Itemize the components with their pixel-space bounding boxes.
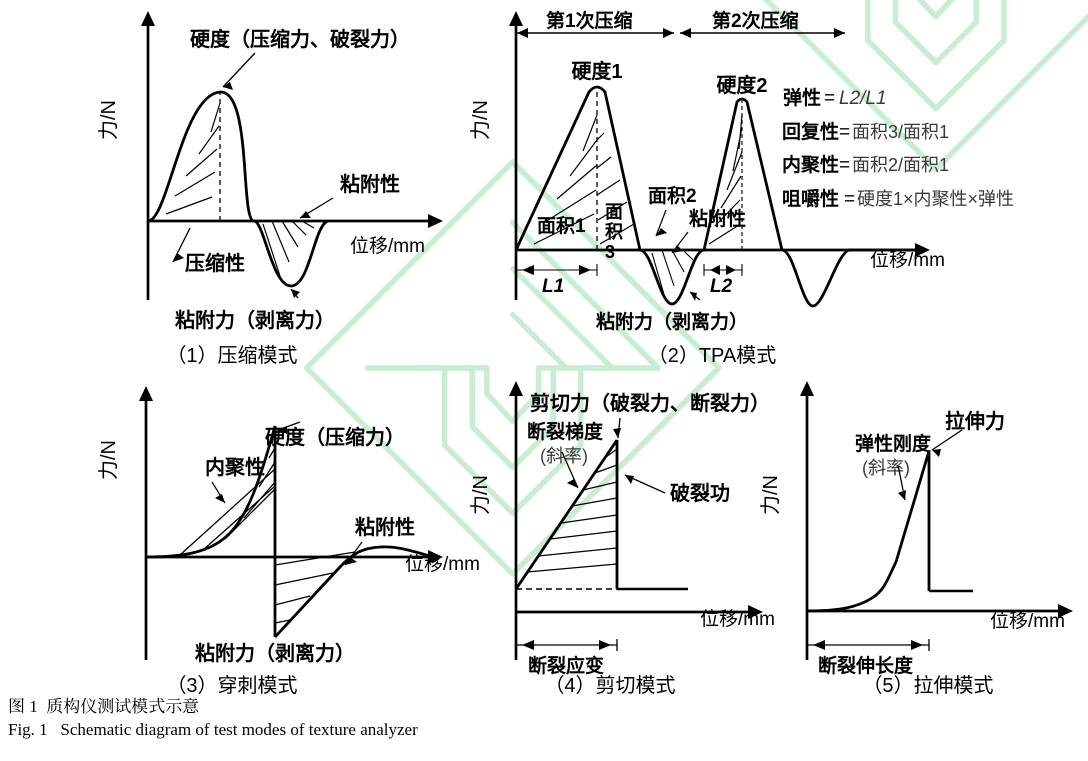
svg-text:力/N: 力/N — [469, 475, 492, 515]
svg-text:（4）剪切模式: （4）剪切模式 — [544, 674, 675, 697]
svg-text:面积1: 面积1 — [537, 215, 586, 237]
svg-text:面积3/面积1: 面积3/面积1 — [852, 122, 949, 142]
svg-text:断裂应变: 断裂应变 — [528, 654, 604, 677]
svg-text:积: 积 — [605, 222, 623, 242]
svg-text:力/N: 力/N — [759, 475, 782, 515]
svg-text:硬度1×内聚性×弹性: 硬度1×内聚性×弹性 — [857, 189, 1014, 209]
svg-text:=: = — [844, 189, 855, 210]
svg-text:（1）压缩模式: （1）压缩模式 — [166, 344, 297, 367]
svg-text:力/N: 力/N — [97, 440, 120, 480]
svg-text:剪切力（破裂力、断裂力）: 剪切力（破裂力、断裂力） — [530, 391, 770, 415]
svg-text:内聚性: 内聚性 — [205, 455, 265, 479]
svg-text:面积2: 面积2 — [648, 185, 697, 207]
svg-text:位移/mm: 位移/mm — [700, 608, 775, 630]
svg-text:(斜率): (斜率) — [862, 458, 910, 478]
svg-text:位移/mm: 位移/mm — [405, 553, 480, 575]
svg-text:3: 3 — [605, 242, 615, 262]
svg-text:位移/mm: 位移/mm — [870, 249, 945, 271]
svg-text:位移/mm: 位移/mm — [350, 235, 425, 257]
svg-text:压缩性: 压缩性 — [185, 251, 245, 275]
svg-text:面积2/面积1: 面积2/面积1 — [852, 155, 949, 175]
svg-text:（5）拉伸模式: （5）拉伸模式 — [862, 674, 993, 697]
svg-text:硬度（压缩力、破裂力）: 硬度（压缩力、破裂力） — [190, 27, 410, 51]
svg-text:弹性: 弹性 — [783, 86, 821, 109]
svg-text:位移/mm: 位移/mm — [990, 610, 1065, 632]
svg-text:粘附性: 粘附性 — [355, 515, 415, 539]
svg-text:粘附力（剥离力）: 粘附力（剥离力） — [596, 310, 748, 333]
svg-text:回复性: 回复性 — [782, 120, 839, 143]
svg-text:（2）TPA模式: （2）TPA模式 — [648, 344, 777, 367]
svg-text:L2/L1: L2/L1 — [839, 88, 887, 109]
svg-text:面: 面 — [605, 202, 623, 222]
svg-text:内聚性: 内聚性 — [782, 153, 839, 176]
svg-text:力/N: 力/N — [469, 100, 492, 140]
svg-text:断裂伸长度: 断裂伸长度 — [818, 654, 914, 677]
svg-text:粘附性: 粘附性 — [689, 207, 746, 230]
svg-text:第2次压缩: 第2次压缩 — [712, 9, 799, 32]
svg-text:力/N: 力/N — [97, 100, 120, 140]
svg-text:硬度1: 硬度1 — [571, 59, 622, 83]
svg-text:粘附力（剥离力）: 粘附力（剥离力） — [195, 641, 355, 665]
svg-text:拉伸力: 拉伸力 — [945, 409, 1005, 433]
svg-text:破裂功: 破裂功 — [670, 482, 730, 505]
svg-text:第1次压缩: 第1次压缩 — [546, 9, 633, 32]
svg-text:=: = — [824, 88, 835, 109]
svg-text:（3）穿刺模式: （3）穿刺模式 — [166, 674, 297, 697]
svg-text:断裂梯度: 断裂梯度 — [527, 420, 604, 443]
svg-text:咀嚼性: 咀嚼性 — [782, 187, 839, 210]
svg-text:L2: L2 — [710, 276, 733, 297]
svg-text:=: = — [839, 122, 850, 143]
svg-text:L1: L1 — [542, 276, 564, 297]
svg-text:硬度2: 硬度2 — [716, 73, 767, 97]
svg-text:=: = — [839, 155, 850, 176]
svg-text:粘附性: 粘附性 — [340, 172, 400, 196]
svg-text:粘附力（剥离力）: 粘附力（剥离力） — [175, 308, 335, 332]
svg-text:弹性刚度: 弹性刚度 — [855, 432, 932, 455]
